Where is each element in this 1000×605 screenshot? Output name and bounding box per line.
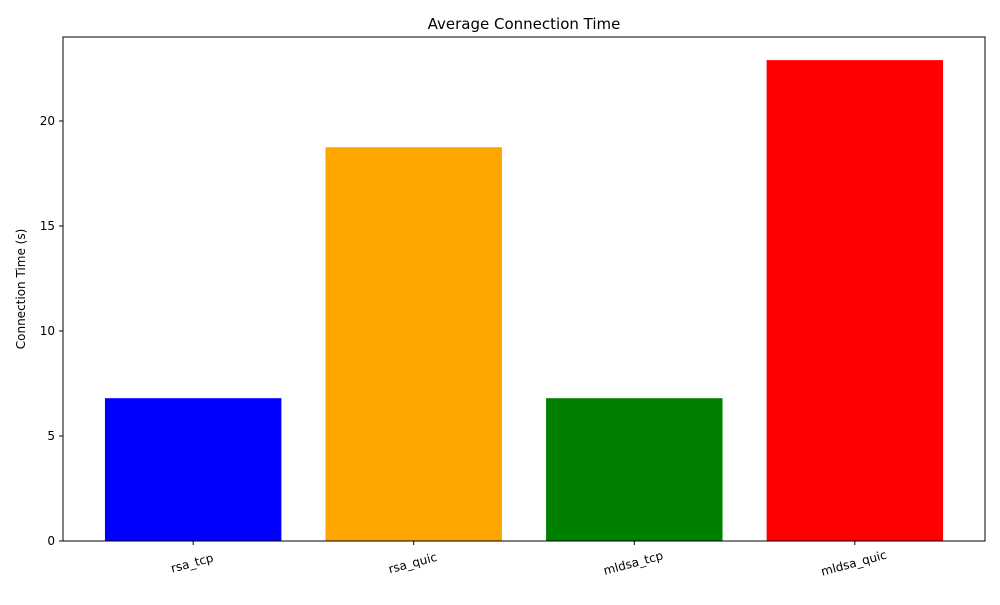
x-axis-ticks: rsa_tcp rsa_quic mldsa_tcp mldsa_quic <box>169 541 888 579</box>
x-tick-label-rsa_quic: rsa_quic <box>387 550 439 576</box>
bar-rsa_tcp <box>104 398 282 541</box>
y-tick-label: 0 <box>47 534 55 548</box>
plot-area-frame <box>62 36 986 542</box>
x-tick-label-mldsa_tcp: mldsa_tcp <box>602 548 665 577</box>
y-tick-label: 10 <box>40 324 55 338</box>
chart-title: Average Connection Time <box>428 15 621 33</box>
bar-rsa_quic <box>325 147 502 541</box>
bars-group <box>104 60 944 541</box>
bar-mldsa_quic <box>766 60 944 541</box>
y-axis-ticks: 0 5 10 15 20 <box>40 114 63 548</box>
y-tick-label: 15 <box>40 219 55 233</box>
y-tick-label: 5 <box>47 429 55 443</box>
bar-mldsa_tcp <box>546 398 723 541</box>
y-tick-label: 20 <box>40 114 55 128</box>
y-axis-label: Connection Time (s) <box>14 229 28 350</box>
x-tick-label-rsa_tcp: rsa_tcp <box>169 551 215 576</box>
x-tick-label-mldsa_quic: mldsa_quic <box>819 548 888 579</box>
